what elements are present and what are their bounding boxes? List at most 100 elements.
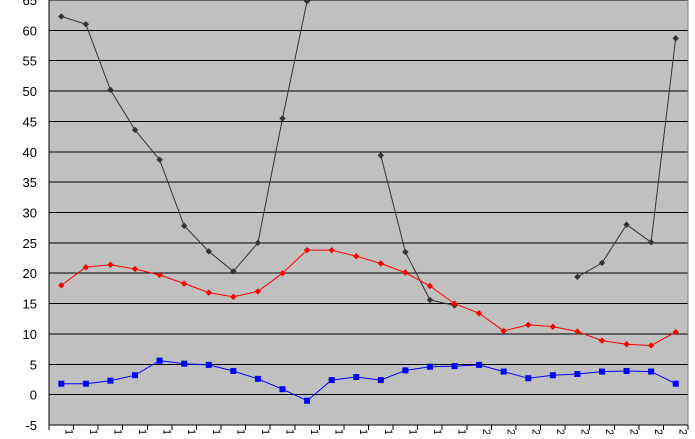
data-point bbox=[254, 239, 262, 247]
data-point bbox=[156, 156, 163, 163]
data-point bbox=[156, 357, 163, 364]
data-point bbox=[623, 221, 630, 228]
data-point bbox=[475, 310, 483, 317]
data-point bbox=[647, 342, 655, 349]
y-tick-labels: -5 0 5 10 15 20 25 30 35 40 45 50 55 60 65 bbox=[23, 0, 37, 433]
data-point bbox=[279, 386, 286, 393]
data-point bbox=[131, 126, 139, 134]
data-point bbox=[598, 337, 606, 344]
x-tick-label: 2002 bbox=[529, 429, 541, 434]
series-lines bbox=[58, 0, 679, 404]
series-line bbox=[61, 249, 676, 347]
data-point bbox=[377, 260, 384, 267]
y-tick-label: 60 bbox=[23, 23, 37, 38]
y-tick-label: 45 bbox=[23, 114, 37, 129]
data-point bbox=[230, 268, 237, 275]
data-point bbox=[279, 270, 286, 277]
x-tick-label: 2007 bbox=[652, 429, 664, 434]
y-tick-label: 5 bbox=[30, 357, 37, 372]
x-tick-label: 1997 bbox=[406, 429, 418, 434]
x-tick-label: 2001 bbox=[505, 429, 517, 434]
data-point bbox=[156, 271, 163, 279]
x-tick-label: 1994 bbox=[333, 429, 345, 434]
data-point bbox=[525, 321, 532, 329]
data-point bbox=[426, 282, 434, 290]
gridlines bbox=[49, 0, 688, 426]
data-point bbox=[549, 372, 556, 379]
x-tick-label: 1983 bbox=[62, 429, 74, 434]
data-point bbox=[304, 397, 311, 404]
data-point bbox=[58, 13, 65, 20]
data-point bbox=[353, 253, 360, 260]
data-point bbox=[82, 380, 89, 387]
data-point bbox=[451, 300, 458, 307]
data-point bbox=[230, 293, 237, 301]
x-tick-label: 1985 bbox=[111, 429, 123, 434]
data-point bbox=[672, 380, 679, 387]
x-tick-labels: 1983 1984 1985 1986 1987 1988 1989 1990 1991 1992… bbox=[62, 429, 689, 439]
data-point bbox=[107, 86, 114, 94]
x-tick-label: 1999 bbox=[456, 429, 468, 434]
data-point bbox=[303, 0, 311, 5]
series-2 bbox=[58, 246, 679, 349]
data-point bbox=[402, 248, 409, 256]
data-point bbox=[132, 372, 139, 379]
x-tick-label: 1996 bbox=[382, 429, 394, 434]
data-point bbox=[328, 377, 335, 384]
data-point bbox=[254, 288, 262, 295]
data-point bbox=[58, 380, 65, 387]
y-tick-label: -5 bbox=[25, 418, 37, 433]
data-point bbox=[377, 152, 384, 159]
x-tick-label: 2006 bbox=[628, 429, 640, 434]
y-tick-label: 65 bbox=[23, 0, 37, 8]
y-tick-label: 0 bbox=[30, 388, 37, 403]
y-tick-label: 15 bbox=[23, 297, 37, 312]
axes bbox=[48, 0, 689, 430]
x-tick-label: 1990 bbox=[234, 429, 246, 434]
y-tick-label: 25 bbox=[23, 236, 37, 251]
data-point bbox=[672, 328, 679, 336]
data-point bbox=[647, 239, 655, 246]
x-tick-label: 1998 bbox=[431, 429, 443, 434]
data-point bbox=[180, 280, 188, 287]
data-point bbox=[328, 246, 335, 254]
data-point bbox=[623, 367, 630, 374]
data-point bbox=[107, 261, 114, 268]
data-point bbox=[181, 360, 188, 367]
x-tick-label: 2003 bbox=[554, 429, 566, 434]
y-tick-label: 55 bbox=[23, 54, 37, 69]
data-point bbox=[574, 273, 581, 281]
data-point bbox=[426, 296, 434, 304]
x-tick-label: 2004 bbox=[578, 429, 590, 434]
x-tick-label: 1995 bbox=[357, 429, 369, 434]
series-1 bbox=[58, 0, 679, 309]
data-point bbox=[82, 263, 90, 271]
data-point bbox=[377, 377, 384, 384]
data-point bbox=[574, 328, 581, 335]
data-point bbox=[648, 368, 655, 375]
data-point bbox=[131, 265, 139, 273]
x-tick-label: 2000 bbox=[480, 429, 492, 434]
data-point bbox=[205, 361, 212, 368]
data-point bbox=[672, 35, 679, 42]
data-point bbox=[303, 246, 311, 254]
data-point bbox=[451, 363, 458, 370]
data-point bbox=[180, 222, 188, 230]
x-tick-label: 1984 bbox=[87, 429, 99, 434]
data-point bbox=[426, 363, 433, 370]
data-point bbox=[58, 282, 65, 289]
data-point bbox=[279, 115, 286, 122]
x-tick-label: 2008 bbox=[677, 429, 689, 434]
data-point bbox=[230, 367, 237, 374]
series-3 bbox=[58, 357, 679, 404]
x-tick-label: 1988 bbox=[185, 429, 197, 434]
x-tick-label: 1986 bbox=[136, 429, 148, 434]
data-point bbox=[476, 361, 483, 368]
data-point bbox=[500, 368, 507, 375]
x-tick-label: 1987 bbox=[161, 429, 173, 434]
series-line bbox=[61, 360, 676, 402]
data-point bbox=[205, 289, 212, 296]
y-tick-label: 10 bbox=[23, 327, 37, 342]
y-tick-label: 30 bbox=[23, 206, 37, 221]
